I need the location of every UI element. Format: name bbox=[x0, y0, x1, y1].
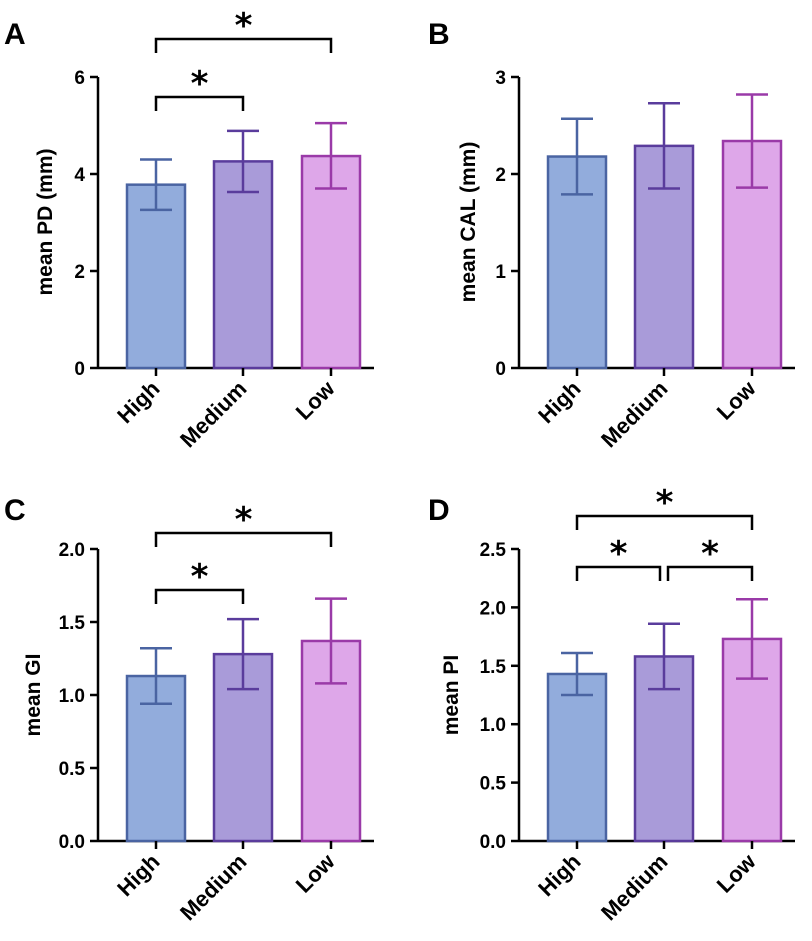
panel-d-letter: D bbox=[428, 494, 450, 527]
panel-c-y-tick-label: 1.0 bbox=[59, 686, 85, 707]
panel-a-y-tick-label: 0 bbox=[74, 359, 85, 380]
panel-b-x-tick-label-high: High bbox=[533, 376, 585, 428]
panel-d-significance-star: * bbox=[701, 534, 719, 574]
panel-d-y-tick-label: 0.5 bbox=[480, 774, 507, 795]
panel-a-y-tick-label: 6 bbox=[74, 68, 85, 89]
panel-c-y-tick-label: 1.5 bbox=[59, 613, 86, 634]
panel-a-significance-star: * bbox=[191, 64, 209, 104]
panel-b-y-tick-label: 0 bbox=[495, 359, 506, 380]
panel-b-y-tick-label: 1 bbox=[495, 262, 506, 283]
panel-d-y-tick-label: 2.0 bbox=[480, 598, 506, 619]
panel-d-significance-bracket bbox=[575, 514, 754, 530]
panel-c-x-tick-label-medium: Medium bbox=[175, 849, 251, 925]
panel-d-bar-high bbox=[546, 672, 608, 843]
panel-a: A 0 2 4 6 mean PD (mm) High Medium Low * * bbox=[4, 6, 374, 452]
panel-d-x-tick-label-high: High bbox=[533, 849, 585, 901]
panel-a-significance-bracket bbox=[154, 37, 333, 53]
panel-b-y-tick-label: 2 bbox=[495, 165, 506, 186]
panel-a-y-tick-label: 2 bbox=[74, 262, 85, 283]
panel-a-y-tick-label: 4 bbox=[74, 165, 85, 186]
panel-a-bar-low bbox=[300, 154, 362, 370]
panel-c-letter: C bbox=[4, 494, 26, 527]
panel-c-x-tick-label-low: Low bbox=[291, 848, 340, 897]
panel-b-y-axis-title: mean CAL (mm) bbox=[457, 142, 480, 303]
panel-b-x-tick-label-low: Low bbox=[712, 375, 761, 424]
panel-a-y-axis-title: mean PD (mm) bbox=[34, 148, 57, 295]
panel-c-y-tick-label: 2.0 bbox=[59, 540, 85, 561]
panel-d: D 0.0 0.5 1.0 1.5 2.0 2.5 mean PI High Medium Low *… bbox=[428, 483, 795, 925]
panel-b: B 0 1 2 3 mean CAL (mm) High Medium Low bbox=[428, 18, 795, 452]
panel-b-y-tick-label: 3 bbox=[495, 68, 506, 89]
panel-a-letter: A bbox=[4, 18, 26, 51]
panel-c-significance-star: * bbox=[191, 557, 209, 597]
panel-d-y-tick-label: 1.0 bbox=[480, 715, 506, 736]
panel-c-y-axis-title: mean GI bbox=[22, 654, 45, 737]
panel-b-x-tick-label-medium: Medium bbox=[596, 376, 672, 452]
panel-b-letter: B bbox=[428, 18, 450, 51]
panel-d-y-tick-label: 1.5 bbox=[480, 657, 507, 678]
panel-d-significance-star: * bbox=[610, 534, 628, 574]
panel-c-significance-bracket bbox=[154, 588, 245, 604]
panel-d-x-tick-label-low: Low bbox=[712, 848, 761, 897]
panel-c-significance-bracket bbox=[154, 531, 333, 547]
panel-d-y-axis-title: mean PI bbox=[440, 655, 463, 736]
panel-a-significance-star: * bbox=[235, 6, 253, 46]
panel-d-significance-star: * bbox=[656, 483, 674, 523]
panel-d-significance-bracket bbox=[575, 565, 662, 581]
panel-c-y-tick-label: 0.5 bbox=[59, 759, 86, 780]
panel-a-bar-high bbox=[125, 183, 187, 370]
panel-d-significance-bracket bbox=[666, 565, 754, 581]
panel-d-x-tick-label-medium: Medium bbox=[596, 849, 672, 925]
panel-d-y-tick-label: 0.0 bbox=[480, 832, 506, 853]
panel-c-y-tick-label: 0.0 bbox=[59, 832, 85, 853]
panel-a-x-tick-label-medium: Medium bbox=[175, 376, 251, 452]
panel-c-significance-star: * bbox=[235, 500, 253, 540]
panel-a-significance-bracket bbox=[154, 95, 245, 111]
panel-c-x-tick-label-high: High bbox=[112, 849, 164, 901]
panel-d-y-tick-label: 2.5 bbox=[480, 540, 507, 561]
panel-a-x-tick-label-high: High bbox=[112, 376, 164, 428]
panel-a-x-tick-label-low: Low bbox=[291, 375, 340, 424]
panel-c: C 0.0 0.5 1.0 1.5 2.0 mean GI High Medium Low * * bbox=[4, 494, 374, 925]
